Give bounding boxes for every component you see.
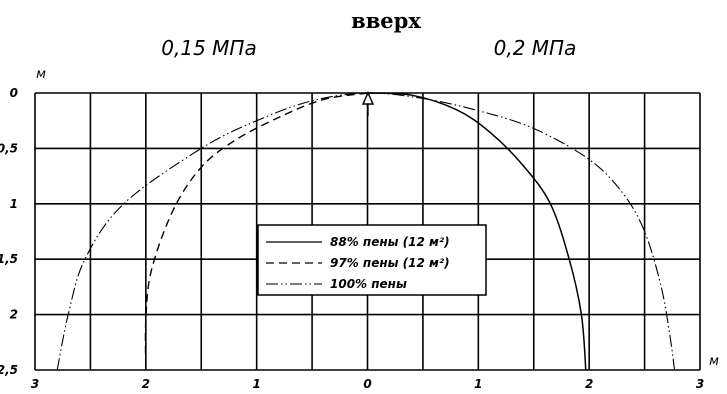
x-tick-label: 0 <box>363 377 371 391</box>
curves-group <box>56 92 676 371</box>
curve-88-percent-foam <box>367 92 587 371</box>
legend-label-97: 97% пены (12 м²) <box>330 256 450 270</box>
y-tick-label: 1 <box>10 197 18 211</box>
left-pressure-label: 0,15 МПа <box>161 36 256 60</box>
y-axis-unit: м <box>36 67 46 82</box>
tick-labels: 3 2 1 0 1 2 3 0 0,5 1 1,5 2 2,5 <box>0 86 704 391</box>
y-tick-label: 2,5 <box>0 363 18 377</box>
x-tick-label: 3 <box>31 377 39 391</box>
legend-box <box>257 224 487 296</box>
x-tick-label: 2 <box>585 377 593 391</box>
x-tick-label: 1 <box>252 377 260 391</box>
y-tick-label: 0,5 <box>0 141 18 155</box>
chart-title: вверх <box>351 8 421 33</box>
legend-label-100: 100% пены <box>330 277 407 291</box>
x-tick-label: 1 <box>474 377 482 391</box>
x-tick-label: 2 <box>142 377 150 391</box>
curve-97-percent-foam <box>144 92 368 371</box>
y-tick-label: 0 <box>10 86 18 100</box>
right-pressure-label: 0,2 МПа <box>494 36 577 60</box>
top-marker-triangle-icon <box>361 91 375 105</box>
y-tick-label: 2 <box>10 308 18 322</box>
x-tick-label: 3 <box>696 377 704 391</box>
legend: 88% пены (12 м²) 97% пены (12 м²) 100% п… <box>257 224 487 296</box>
x-axis-unit: м <box>709 354 719 369</box>
legend-label-88: 88% пены (12 м²) <box>330 235 450 249</box>
y-tick-label: 1,5 <box>0 252 18 266</box>
curve-100-percent-foam <box>56 92 676 371</box>
